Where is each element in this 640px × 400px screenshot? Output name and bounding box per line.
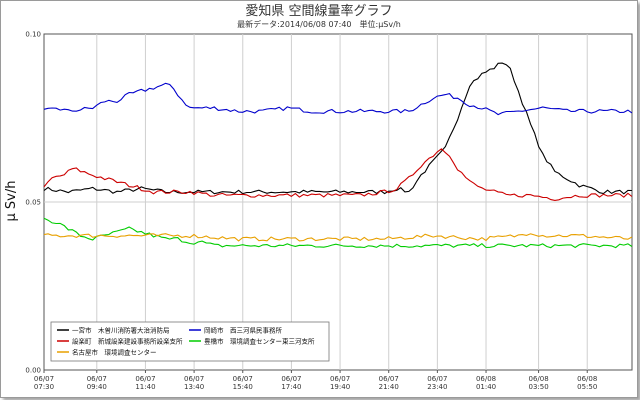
y-axis-label: μ Sv/h [4,181,19,222]
x-tick-label-time: 05:50 [577,383,597,391]
x-tick-label-time: 19:40 [330,383,350,391]
x-tick-label-date: 06/07 [233,375,253,383]
x-tick-label-date: 06/07 [379,375,399,383]
x-tick-label-date: 06/07 [34,375,54,383]
x-tick-label-time: 15:40 [233,383,253,391]
x-tick-label-time: 13:40 [184,383,204,391]
x-tick-label-time: 01:40 [476,383,496,391]
x-tick-label-date: 06/08 [577,375,597,383]
x-tick-label-date: 06/07 [281,375,301,383]
x-tick-label-date: 06/07 [427,375,447,383]
x-tick-label-time: 07:30 [34,383,54,391]
plot-area: 0.000.050.1006/0707:3006/0709:4006/0711:… [25,31,633,391]
legend-box [50,321,330,362]
x-tick-label-date: 06/08 [476,375,496,383]
legend-label-2: 設楽町 新城設楽建設事務所設楽支所 [72,336,183,345]
x-tick-label-date: 06/07 [184,375,204,383]
x-tick-label-time: 21:40 [379,383,399,391]
series-line-1 [43,82,633,116]
x-tick-label-time: 17:40 [281,383,301,391]
series-line-2 [43,148,633,201]
y-tick-label: 0.00 [25,367,41,375]
y-tick-label: 0.10 [25,31,41,39]
x-tick-label-date: 06/08 [528,375,548,383]
legend-label-4: 名古屋市 環境調査センター [72,347,157,356]
series-line-4 [43,233,633,242]
series-line-3 [43,217,633,249]
x-tick-label-date: 06/07 [87,375,107,383]
x-tick-label-date: 06/07 [330,375,350,383]
x-tick-label-date: 06/07 [135,375,155,383]
y-tick-label: 0.05 [25,199,41,207]
x-tick-label-time: 09:40 [87,383,107,391]
chart-subtitle: 最新データ:2014/06/08 07:40 単位:μSv/h [237,19,401,29]
legend-label-1: 岡崎市 西三河県民事務所 [204,325,283,334]
series-line-0 [43,62,632,195]
legend-label-3: 豊橋市 環境調査センター東三河支所 [204,336,315,345]
legend-label-0: 一宮市 木曽川消防署大治消防局 [72,325,170,334]
chart-title: 愛知県 空間線量率グラフ [245,3,392,19]
x-tick-label-time: 11:40 [135,383,155,391]
x-tick-label-time: 23:40 [427,383,447,391]
x-tick-label-time: 03:50 [528,383,548,391]
